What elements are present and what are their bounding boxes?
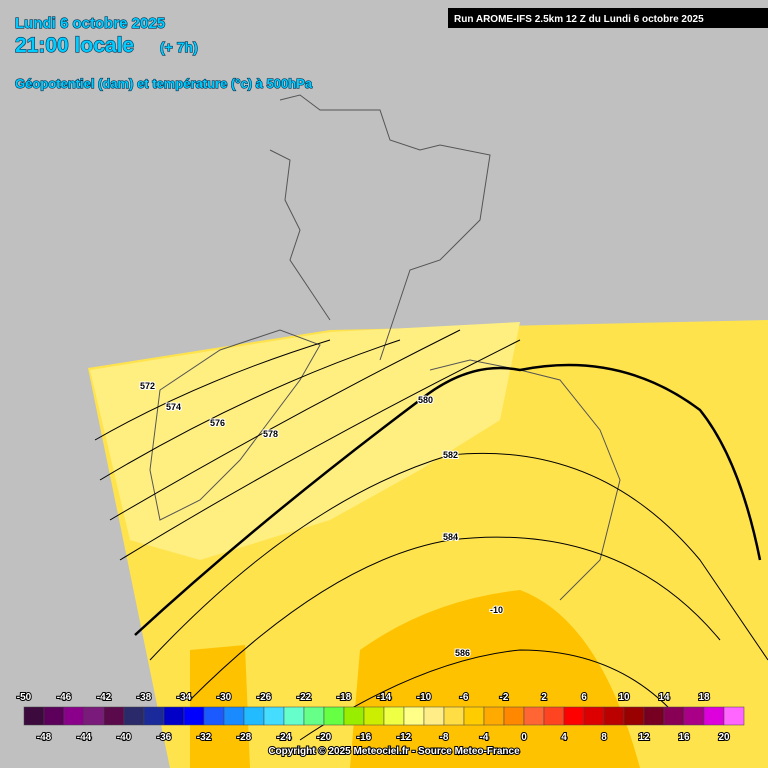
time: 21:00 locale [15, 34, 134, 57]
contour-label: 578 [263, 429, 278, 439]
contour-label: 574 [166, 402, 181, 412]
legend-swatch [563, 706, 585, 726]
legend-label: 20 [718, 732, 730, 743]
legend-swatch [623, 706, 645, 726]
legend-label: -36 [157, 732, 172, 743]
legend-label: -50 [17, 692, 32, 703]
legend-label: 14 [658, 692, 670, 703]
legend-swatch [583, 706, 605, 726]
legend-label: 18 [698, 692, 710, 703]
legend-label: -8 [440, 732, 449, 743]
offset: (+ 7h) [160, 39, 198, 55]
legend-swatch [343, 706, 365, 726]
legend-swatch [383, 706, 405, 726]
legend-label: 4 [561, 732, 567, 743]
legend-label: -42 [97, 692, 112, 703]
legend-swatch [223, 706, 245, 726]
legend-label: -40 [117, 732, 132, 743]
legend-swatch [23, 706, 45, 726]
legend-swatch [683, 706, 705, 726]
legend-label: -26 [257, 692, 272, 703]
legend-swatch [503, 706, 525, 726]
legend-label: -24 [277, 732, 292, 743]
legend-label: -30 [217, 692, 232, 703]
legend-label: -2 [500, 692, 509, 703]
legend-swatch [663, 706, 685, 726]
legend-swatch [43, 706, 65, 726]
legend-label: -4 [480, 732, 489, 743]
contour-label: 584 [443, 532, 458, 542]
legend-label: -18 [337, 692, 352, 703]
legend-swatch [643, 706, 665, 726]
legend-label: 12 [638, 732, 650, 743]
legend-swatch [463, 706, 485, 726]
legend-swatch [123, 706, 145, 726]
legend-swatch [103, 706, 125, 726]
legend-swatch [283, 706, 305, 726]
contour-label: 582 [443, 450, 458, 460]
legend-label: -34 [177, 692, 192, 703]
legend-swatch [263, 706, 285, 726]
field: Géopotentiel (dam) et température (°c) à… [15, 76, 313, 91]
legend-label: -6 [460, 692, 469, 703]
legend-label: -10 [417, 692, 432, 703]
legend-label: 16 [678, 732, 690, 743]
legend-label: -28 [237, 732, 252, 743]
contour-label: 572 [140, 381, 155, 391]
legend-swatch [243, 706, 265, 726]
legend-swatch [363, 706, 385, 726]
legend-label: 0 [521, 732, 527, 743]
legend-swatch [403, 706, 425, 726]
legend-swatch [83, 706, 105, 726]
legend-label: -20 [317, 732, 332, 743]
legend-swatch [723, 706, 745, 726]
legend-label: 6 [581, 692, 587, 703]
legend-swatch [203, 706, 225, 726]
contour-label: 576 [210, 418, 225, 428]
legend-swatch [423, 706, 445, 726]
legend-swatch [163, 706, 185, 726]
run-box [448, 8, 768, 28]
legend-swatch [483, 706, 505, 726]
legend-swatch [703, 706, 725, 726]
legend-label: 10 [618, 692, 630, 703]
legend-label: -38 [137, 692, 152, 703]
legend-swatch [303, 706, 325, 726]
legend-swatch [63, 706, 85, 726]
coastlines [149, 94, 621, 601]
legend-label: -12 [397, 732, 412, 743]
legend-swatch [523, 706, 545, 726]
cold-zone [90, 322, 520, 560]
legend: -50 -46 -42 -38 -34 -30 -26 -22 -18 -14 -10 -6 -2 2 6 1… [16, 691, 745, 744]
copyright: Copyright © 2025 Meteociel.fr - Source M… [268, 746, 520, 757]
legend-swatch [183, 706, 205, 726]
contour-label: -10 [490, 605, 503, 615]
legend-label: -14 [377, 692, 392, 703]
legend-swatch [543, 706, 565, 726]
legend-label: -48 [37, 732, 52, 743]
legend-label: -44 [77, 732, 92, 743]
legend-swatch [143, 706, 165, 726]
contour-label: 580 [418, 395, 433, 405]
contour-label: 586 [455, 648, 470, 658]
isohypses [94, 329, 768, 741]
legend-label: -16 [357, 732, 372, 743]
legend-label: 2 [541, 692, 547, 703]
legend-label: -22 [297, 692, 312, 703]
legend-swatch [443, 706, 465, 726]
legend-swatch [323, 706, 345, 726]
legend-label: 8 [601, 732, 607, 743]
run: Run AROME-IFS 2.5km 12 Z du Lundi 6 octo… [454, 14, 704, 25]
legend-swatch [603, 706, 625, 726]
date: Lundi 6 octobre 2025 [15, 15, 165, 32]
legend-label: -32 [197, 732, 212, 743]
legend-label: -46 [57, 692, 72, 703]
